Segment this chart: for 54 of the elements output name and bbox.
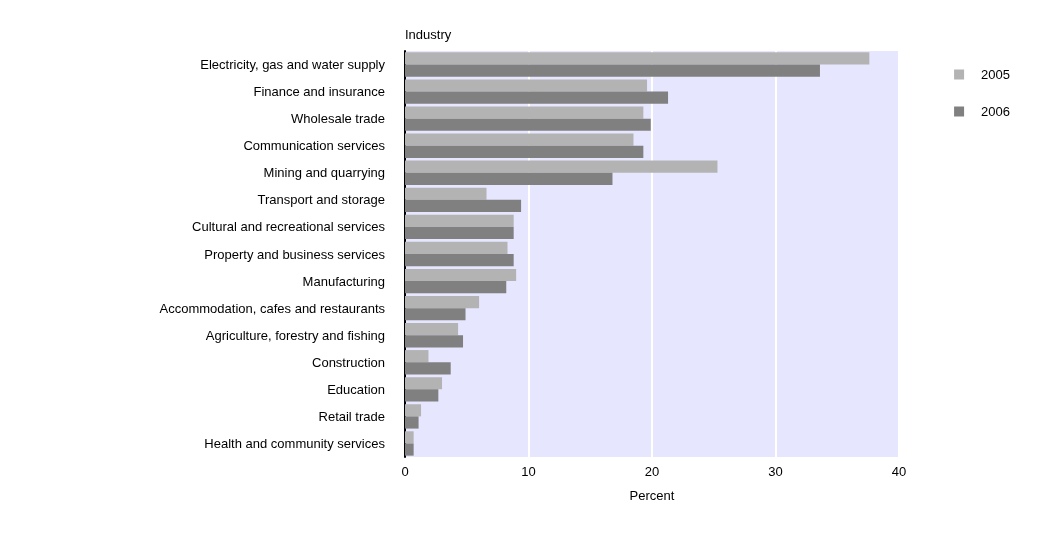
bar xyxy=(405,64,820,77)
x-tick-label: 10 xyxy=(521,464,536,479)
x-tick-label: 0 xyxy=(401,464,409,479)
bar xyxy=(405,362,451,375)
y-tick-label: Finance and insurance xyxy=(253,84,385,100)
y-tick-label: Retail trade xyxy=(318,408,385,424)
bar xyxy=(405,389,439,402)
y-tick-label: Electricity, gas and water supply xyxy=(200,57,386,73)
bar xyxy=(405,79,648,92)
bar xyxy=(405,91,669,104)
bar xyxy=(405,350,429,363)
legend-label: 2005 xyxy=(981,67,1010,82)
bar xyxy=(405,172,613,185)
bar xyxy=(405,295,480,309)
y-tick-label: Cultural and recreational services xyxy=(192,219,386,235)
y-tick-label: Health and community services xyxy=(204,435,386,451)
bar xyxy=(405,226,514,240)
bar xyxy=(405,214,514,227)
y-tick-label: Construction xyxy=(312,354,385,370)
x-axis-title: Percent xyxy=(629,488,675,503)
bar xyxy=(405,241,508,254)
bar xyxy=(405,187,487,200)
bar xyxy=(405,199,522,213)
y-tick-label: Manufacturing xyxy=(302,273,385,289)
y-tick-label: Agriculture, forestry and fishing xyxy=(205,327,385,343)
bar xyxy=(405,308,466,321)
y-tick-label: Accommodation, cafes and restaurants xyxy=(159,300,386,316)
bar xyxy=(405,335,464,348)
y-tick-label: Wholesale trade xyxy=(291,111,385,127)
bar xyxy=(405,377,443,390)
y-tick-label: Property and business services xyxy=(204,246,386,262)
bar xyxy=(405,323,459,336)
y-tick-label: Mining and quarrying xyxy=(263,165,385,181)
y-tick-label: Education xyxy=(327,381,385,397)
y-axis-title: Industry xyxy=(405,27,452,42)
bar xyxy=(405,254,514,267)
bar xyxy=(405,52,870,65)
bar xyxy=(405,160,718,173)
bar xyxy=(405,106,644,119)
x-tick-label: 30 xyxy=(768,464,783,479)
y-tick-label: Transport and storage xyxy=(257,192,385,208)
bar xyxy=(405,268,517,282)
bar xyxy=(405,145,644,158)
bar xyxy=(405,443,414,456)
y-tick-label: Communication services xyxy=(243,138,386,154)
x-tick-label: 20 xyxy=(644,464,660,479)
bar xyxy=(405,404,422,417)
bar xyxy=(405,416,419,429)
legend-label: 2006 xyxy=(981,104,1010,119)
bar xyxy=(405,281,507,294)
bar xyxy=(405,431,414,444)
bar xyxy=(405,133,634,146)
bar xyxy=(405,118,651,131)
x-tick-label: 40 xyxy=(891,464,907,479)
